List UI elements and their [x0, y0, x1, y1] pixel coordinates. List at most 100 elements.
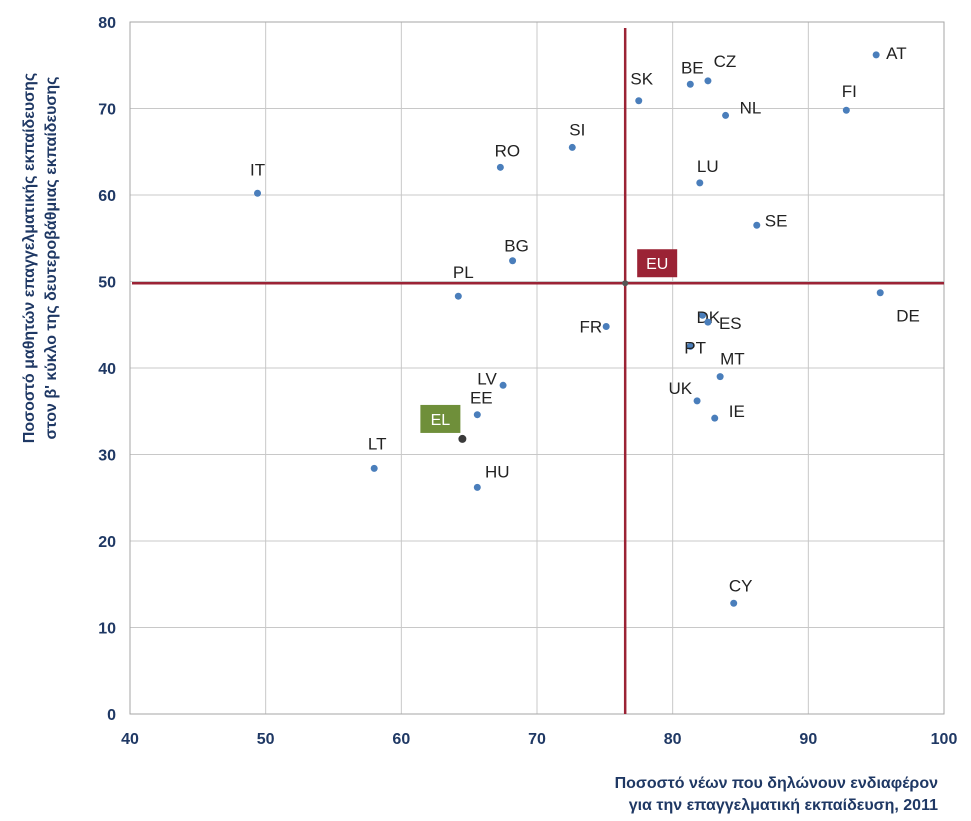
point-marker [568, 143, 576, 151]
y-axis-title-line-1: Ποσοστό μαθητών επαγγελματικής εκπαίδευσ… [21, 73, 38, 443]
point-label: CZ [714, 52, 737, 71]
point-marker [496, 163, 504, 171]
point-marker [872, 51, 880, 59]
point-marker [876, 289, 884, 297]
point-marker [842, 106, 850, 114]
point-marker [635, 97, 643, 105]
point-fi: FI [842, 82, 857, 114]
highlight-box [420, 404, 461, 433]
point-it: IT [250, 160, 265, 197]
point-pl: PL [453, 263, 474, 300]
point-label: FI [842, 82, 857, 101]
point-label: MT [720, 350, 745, 369]
point-label: IT [250, 160, 265, 179]
point-label: LT [368, 434, 387, 453]
point-label: PL [453, 263, 474, 282]
point-pt: PT [684, 338, 706, 357]
point-label: BE [681, 58, 704, 77]
point-label: LU [697, 157, 719, 176]
point-marker [509, 257, 517, 265]
point-lv: LV [477, 369, 507, 389]
point-marker [730, 599, 738, 607]
point-label: AT [886, 44, 906, 63]
point-marker [693, 397, 701, 405]
point-marker [370, 464, 378, 472]
y-tick-label: 50 [98, 275, 116, 292]
point-label: SI [569, 120, 585, 139]
y-tick-label: 60 [98, 188, 116, 205]
point-es: ES [704, 314, 742, 333]
point-marker [699, 311, 707, 319]
y-tick-label: 20 [98, 534, 116, 551]
y-tick-label: 70 [98, 102, 116, 119]
highlight-eu: EU [622, 249, 678, 287]
point-label: DE [896, 307, 920, 326]
point-bg: BG [504, 237, 529, 265]
point-at: AT [872, 44, 907, 63]
point-marker [686, 80, 694, 88]
point-marker [454, 292, 462, 300]
highlight-el: EL [420, 404, 467, 443]
y-tick-label: 80 [98, 15, 116, 32]
point-label: RO [495, 141, 521, 160]
point-sk: SK [630, 70, 654, 105]
point-label: PT [684, 338, 706, 357]
point-de: DE [876, 289, 920, 326]
point-uk: UK [668, 379, 701, 405]
point-lt: LT [368, 434, 387, 472]
x-tick-label: 100 [931, 731, 958, 748]
point-lu: LU [696, 157, 719, 187]
reference-lines [132, 28, 944, 714]
point-marker [602, 322, 610, 330]
point-marker [704, 318, 712, 326]
point-nl: NL [722, 98, 761, 119]
point-marker [753, 221, 761, 229]
point-label: FR [580, 317, 603, 336]
y-axis-title: Ποσοστό μαθητών επαγγελματικής εκπαίδευσ… [21, 73, 60, 443]
axis-tick-labels: 40 50 60 70 80 90 100 0 10 20 30 40 50 60 70 80 [98, 15, 957, 748]
point-marker [686, 342, 694, 350]
point-label: ES [719, 314, 742, 333]
highlight-label: EL [431, 412, 451, 429]
highlight-label: EU [646, 256, 668, 273]
point-marker [499, 381, 507, 389]
point-cy: CY [729, 576, 753, 607]
point-marker [704, 77, 712, 85]
x-tick-label: 80 [664, 731, 682, 748]
point-fr: FR [580, 317, 610, 336]
y-axis-title-line-2: στον β' κύκλο της δευτεροβάθμιας εκπαίδε… [43, 77, 60, 440]
point-dk: DK [697, 308, 721, 327]
y-tick-label: 30 [98, 448, 116, 465]
point-si: SI [568, 120, 585, 151]
point-ie: IE [711, 402, 745, 422]
y-tick-label: 40 [98, 361, 116, 378]
highlight-box [637, 249, 678, 278]
x-tick-label: 60 [392, 731, 410, 748]
point-marker [716, 373, 724, 381]
point-ee: EE [470, 389, 493, 419]
plot-area-frame [129, 21, 945, 715]
point-marker [696, 179, 704, 187]
point-label: IE [729, 402, 745, 421]
point-label: EE [470, 389, 493, 408]
point-hu: HU [473, 462, 510, 491]
x-tick-label: 40 [121, 731, 139, 748]
point-marker [458, 434, 467, 443]
y-tick-label: 10 [98, 621, 116, 638]
point-marker [711, 414, 719, 422]
point-se: SE [753, 211, 787, 230]
point-label: CY [729, 576, 753, 595]
point-be: BE [681, 58, 704, 88]
point-label: HU [485, 462, 510, 481]
point-label: SK [630, 70, 653, 89]
y-tick-label: 0 [107, 707, 116, 724]
point-label: SE [765, 211, 788, 230]
point-marker [473, 483, 481, 491]
point-cz: CZ [704, 52, 736, 85]
point-marker [622, 280, 629, 287]
x-axis-title: Ποσοστό νέων που δηλώνουν ενδιαφέρον για… [615, 775, 939, 814]
point-mt: MT [716, 350, 745, 381]
x-tick-label: 50 [257, 731, 275, 748]
point-marker [254, 189, 262, 197]
